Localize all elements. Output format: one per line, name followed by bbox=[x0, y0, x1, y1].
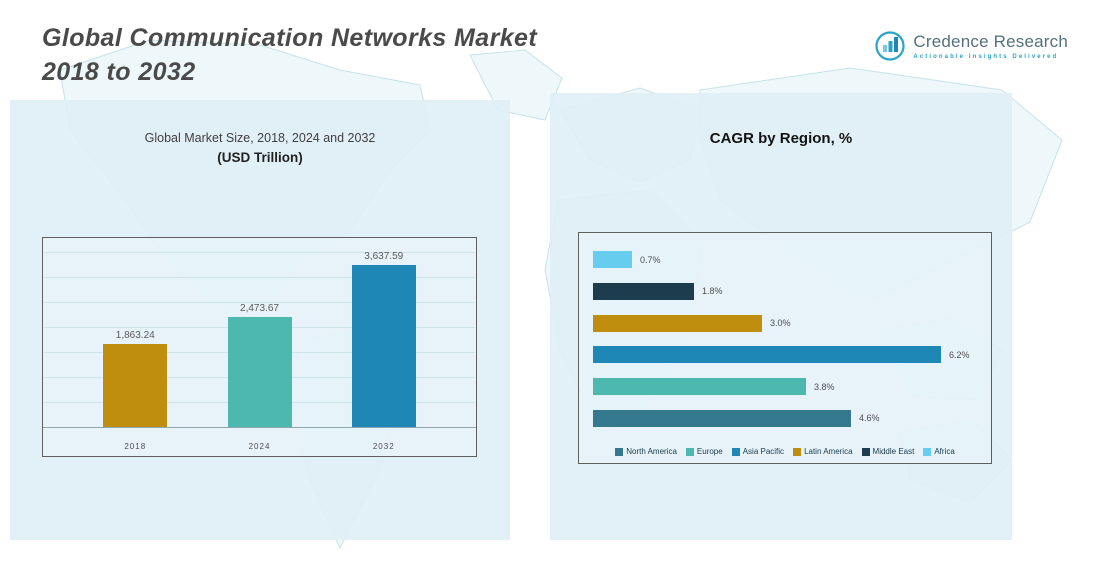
bar-value-label-asia-pacific: 6.2% bbox=[949, 349, 970, 360]
legend-label-latin-america: Latin America bbox=[804, 447, 853, 456]
logo-text: Credence Research Actionable Insights De… bbox=[913, 32, 1068, 60]
axis-label-2032: 2032 bbox=[372, 442, 395, 451]
legend-item-africa: Africa bbox=[923, 447, 955, 456]
cagr-legend: North America Europe Asia Pacific Latin Ame… bbox=[579, 447, 991, 456]
legend-swatch-north-america bbox=[615, 447, 624, 456]
market-size-subtitle: (USD Trillion) bbox=[217, 150, 303, 165]
bar-value-label-latin-america: 3.0% bbox=[770, 318, 791, 329]
legend-swatch-latin-america bbox=[793, 447, 802, 456]
bar-2018 bbox=[103, 344, 168, 427]
bar-value-label-2032: 3,637.59 bbox=[364, 251, 404, 262]
bar-group-2032: 3,637.59 bbox=[351, 251, 416, 427]
page-title-line2: 2018 to 2032 bbox=[42, 57, 196, 86]
legend-swatch-africa bbox=[923, 447, 932, 456]
legend-item-latin-america: Latin America bbox=[793, 447, 853, 456]
legend-swatch-europe bbox=[685, 447, 694, 456]
axis-label-2024: 2024 bbox=[248, 442, 271, 451]
legend-item-asia-pacific: Asia Pacific bbox=[731, 447, 785, 456]
bar-2024 bbox=[227, 317, 292, 427]
axis-label-2018: 2018 bbox=[124, 442, 147, 451]
bar-north-america bbox=[593, 409, 851, 427]
bar-group-2024: 2,473.67 bbox=[227, 303, 292, 427]
bar-value-label-middle-east: 1.8% bbox=[702, 286, 723, 297]
cagr-row-europe: 3.8% bbox=[593, 378, 983, 396]
legend-item-north-america: North America bbox=[615, 447, 677, 456]
credence-research-logo: Credence Research Actionable Insights De… bbox=[874, 30, 1068, 62]
bar-latin-america bbox=[593, 314, 762, 332]
bar-value-label-africa: 0.7% bbox=[640, 254, 661, 265]
legend-label-north-america: North America bbox=[626, 447, 677, 456]
legend-swatch-asia-pacific bbox=[731, 447, 740, 456]
legend-item-europe: Europe bbox=[685, 447, 723, 456]
cagr-row-africa: 0.7% bbox=[593, 251, 983, 268]
market-size-years: 2018 2024 2032 bbox=[43, 442, 476, 451]
bar-value-label-2018: 1,863.24 bbox=[115, 330, 155, 341]
logo-chart-icon bbox=[875, 31, 906, 61]
bar-value-label-north-america: 4.6% bbox=[859, 413, 880, 424]
legend-label-europe: Europe bbox=[696, 447, 723, 456]
cagr-row-north-america: 4.6% bbox=[593, 409, 983, 427]
bar-2032 bbox=[351, 265, 416, 427]
market-size-panel: Global Market Size, 2018, 2024 and 2032 … bbox=[10, 100, 510, 540]
legend-label-middle-east: Middle East bbox=[872, 447, 915, 456]
cagr-panel: CAGR by Region, % 0.7% 1.8% 3.0% 6.2% 3.8% 4.… bbox=[550, 93, 1012, 540]
bar-europe bbox=[593, 378, 806, 396]
bar-middle-east bbox=[593, 282, 694, 300]
legend-item-middle-east: Middle East bbox=[861, 447, 915, 456]
cagr-row-middle-east: 1.8% bbox=[593, 282, 983, 300]
cagr-row-asia-pacific: 6.2% bbox=[593, 346, 983, 364]
market-size-title: Global Market Size, 2018, 2024 and 2032 bbox=[144, 131, 376, 145]
bar-africa bbox=[593, 251, 632, 268]
market-size-chart: 1,863.24 2,473.67 3,637.59 2018 2024 2032 bbox=[42, 237, 477, 457]
cagr-row-latin-america: 3.0% bbox=[593, 314, 983, 332]
page-title: Global Communication Networks Market 201… bbox=[42, 22, 682, 90]
cagr-plot: 0.7% 1.8% 3.0% 6.2% 3.8% 4.6% bbox=[593, 251, 983, 427]
cagr-title: CAGR by Region, % bbox=[709, 130, 853, 147]
bar-group-2018: 1,863.24 bbox=[103, 330, 168, 427]
bar-asia-pacific bbox=[593, 346, 941, 364]
bar-value-label-europe: 3.8% bbox=[814, 381, 835, 392]
legend-label-africa: Africa bbox=[934, 447, 955, 456]
legend-label-asia-pacific: Asia Pacific bbox=[742, 447, 785, 456]
market-size-plot: 1,863.24 2,473.67 3,637.59 bbox=[43, 250, 476, 428]
bar-value-label-2024: 2,473.67 bbox=[240, 303, 279, 314]
logo-name: Credence Research bbox=[913, 32, 1068, 51]
legend-swatch-middle-east bbox=[861, 447, 870, 456]
cagr-chart: 0.7% 1.8% 3.0% 6.2% 3.8% 4.6% North America Eu… bbox=[578, 232, 992, 464]
page-title-line1: Global Communication Networks Market bbox=[42, 24, 538, 52]
logo-tagline: Actionable Insights Delivered bbox=[913, 54, 1059, 60]
